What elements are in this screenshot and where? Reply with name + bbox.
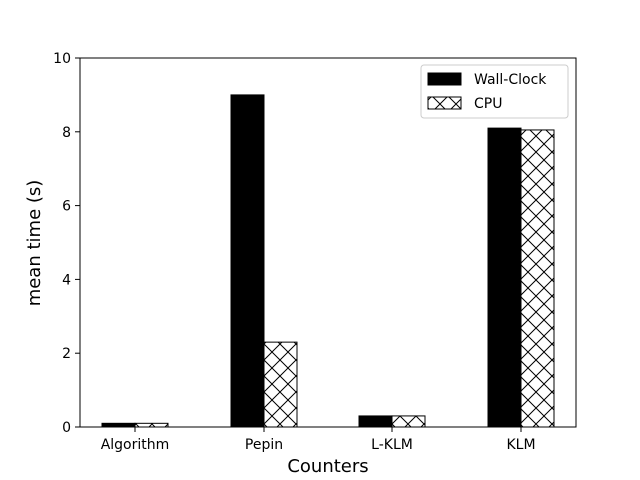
bar-wall-clock-l-klm <box>358 415 393 428</box>
bar-wall-clock-klm <box>487 127 522 428</box>
bar-cpu-l-klm <box>391 415 426 428</box>
legend-swatch-cpu <box>427 96 462 110</box>
bar-wall-clock-pepin <box>230 94 265 428</box>
y-tick-label: 2 <box>62 346 71 362</box>
bar-cpu-klm <box>520 129 555 428</box>
x-tick-label: KLM <box>506 437 535 453</box>
legend: Wall-Clock CPU <box>420 64 569 119</box>
y-tick-label: 4 <box>62 272 71 288</box>
bars-layer <box>101 94 555 428</box>
y-axis: 0 2 4 6 8 10 <box>53 51 80 436</box>
bar-cpu-algorithm <box>134 422 169 428</box>
y-axis-label: mean time (s) <box>24 180 45 307</box>
x-axis: Algorithm Pepin L-KLM KLM <box>101 427 536 453</box>
x-tick-label: Pepin <box>245 437 283 453</box>
x-tick-label: Algorithm <box>101 437 170 453</box>
x-tick-label: L-KLM <box>371 437 413 453</box>
legend-label: CPU <box>474 96 502 112</box>
y-tick-label: 0 <box>62 420 71 436</box>
y-tick-label: 6 <box>62 199 71 215</box>
plot-frame <box>79 57 577 428</box>
bar-wall-clock-algorithm <box>101 422 136 428</box>
y-tick-label: 10 <box>53 51 71 67</box>
legend-label: Wall-Clock <box>474 72 547 88</box>
y-tick-label: 8 <box>62 125 71 141</box>
x-axis-label: Counters <box>287 456 368 477</box>
bar-cpu-pepin <box>263 341 298 428</box>
legend-swatch-wall-clock <box>427 72 462 86</box>
